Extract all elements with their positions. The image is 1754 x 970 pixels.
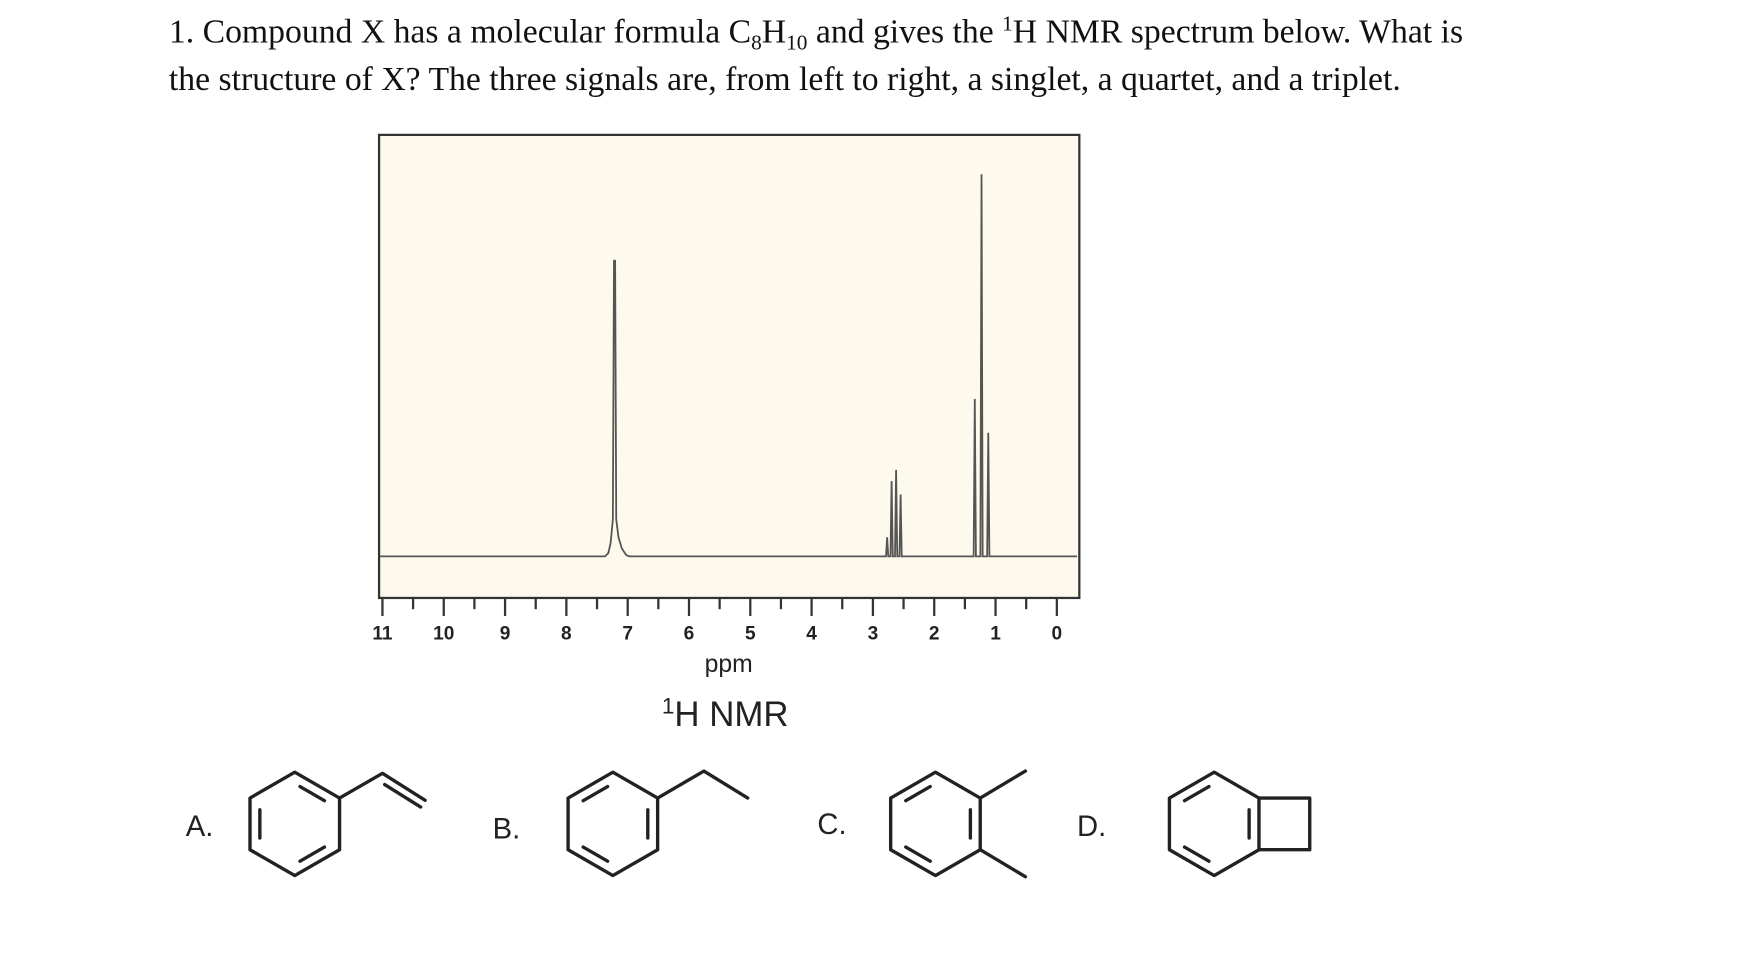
subscript: 8 xyxy=(751,30,762,54)
tick-label: 0 xyxy=(1052,624,1063,645)
question-text: H NMR spectrum below. What is xyxy=(1013,14,1463,51)
double-bond xyxy=(1182,784,1211,803)
double-bond xyxy=(904,784,932,803)
double-bond xyxy=(298,784,327,803)
question-text: H xyxy=(762,14,786,51)
option-label: C. xyxy=(817,809,846,841)
axis-label: ppm xyxy=(705,651,753,678)
tick-label: 4 xyxy=(806,624,817,645)
option-label: B. xyxy=(493,813,521,845)
question-line-1: 1. Compound X has a molecular formula C8… xyxy=(169,11,1463,54)
cyclobutane-ring xyxy=(1257,796,1312,852)
tick-label: 8 xyxy=(561,624,572,645)
methyl-group xyxy=(978,769,1028,800)
double-bond xyxy=(298,845,327,863)
tick-label: 7 xyxy=(622,624,633,645)
benzene-ring xyxy=(248,770,342,878)
benzene-ring xyxy=(1167,770,1261,878)
question-line-2: the structure of X? The three signals ar… xyxy=(169,61,1401,98)
tick-label: 11 xyxy=(372,624,393,645)
structures xyxy=(248,769,1312,879)
caption-text: H NMR xyxy=(674,695,788,734)
tick-label: 10 xyxy=(433,624,454,645)
option-label: D. xyxy=(1077,811,1106,843)
benzene-ring xyxy=(566,770,660,878)
ethyl-group xyxy=(655,769,750,800)
nmr-trace xyxy=(380,174,1078,558)
double-bond xyxy=(1182,845,1211,863)
tick-label: 3 xyxy=(868,624,879,645)
double-bond xyxy=(904,845,932,863)
option-label: A. xyxy=(186,811,214,843)
spectrum-frame xyxy=(377,133,1081,600)
subscript: 10 xyxy=(786,30,807,54)
double-bond xyxy=(581,845,610,863)
vinyl-group xyxy=(337,771,427,802)
benzene-ring xyxy=(888,770,982,878)
question-text: 1. Compound X has a molecular formula C xyxy=(169,14,751,51)
tick-label: 1 xyxy=(990,624,1001,645)
tick-label: 6 xyxy=(684,624,695,645)
superscript: 1 xyxy=(1002,11,1013,35)
tick-label: 5 xyxy=(745,624,756,645)
double-bond xyxy=(581,784,610,803)
spectrum-caption: 1H NMR xyxy=(662,694,789,734)
superscript: 1 xyxy=(662,694,675,719)
double-bond xyxy=(383,782,423,809)
tick-label: 9 xyxy=(500,624,511,645)
axis-ticks: 11 10 9 8 7 6 5 4 3 2 1 0 xyxy=(372,597,1063,645)
question-text: and gives the xyxy=(807,14,1002,51)
tick-label: 2 xyxy=(929,624,940,645)
methyl-group xyxy=(978,848,1028,879)
